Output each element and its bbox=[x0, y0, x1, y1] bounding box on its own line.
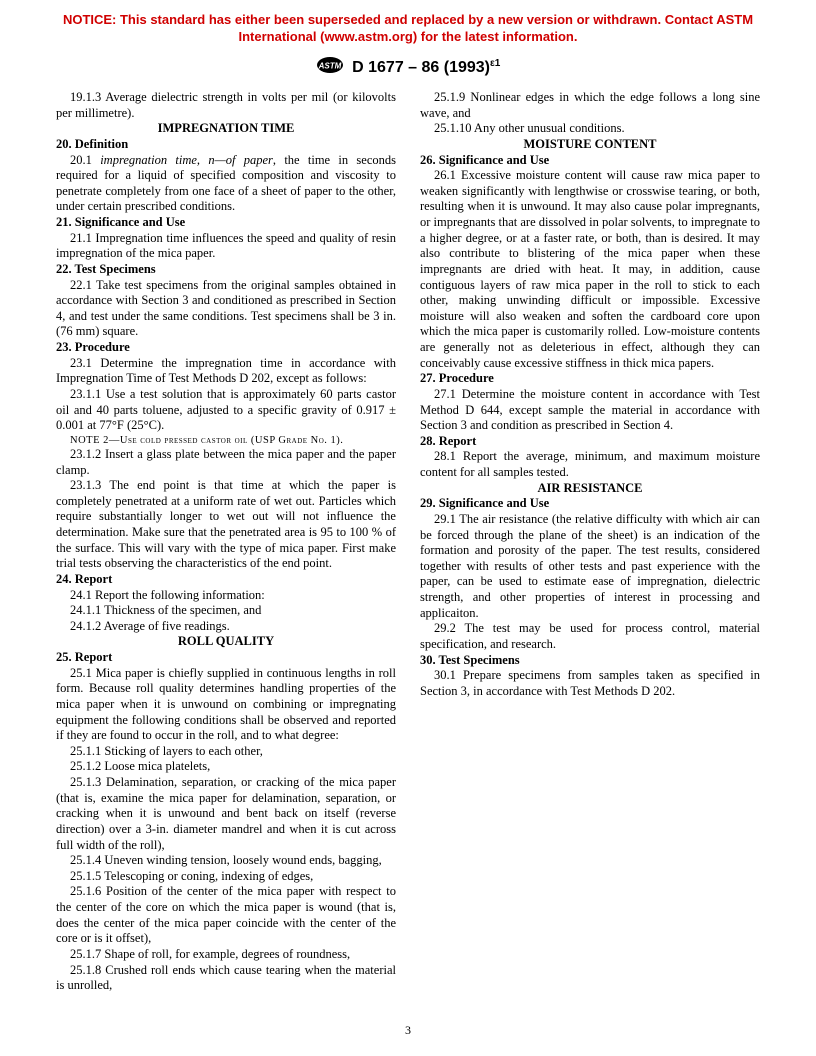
heading-25: 25. Report bbox=[56, 650, 396, 666]
para-30-1: 30.1 Prepare specimens from samples take… bbox=[420, 668, 760, 699]
para-25-1-3: 25.1.3 Delamination, separation, or crac… bbox=[56, 775, 396, 853]
para-25-1-8: 25.1.8 Crushed roll ends which cause tea… bbox=[56, 963, 396, 994]
notice-line2: International (www.astm.org) for the lat… bbox=[239, 29, 578, 44]
notice-banner: NOTICE: This standard has either been su… bbox=[0, 12, 816, 46]
astm-logo-icon: ASTM bbox=[316, 56, 344, 80]
heading-26: 26. Significance and Use bbox=[420, 153, 760, 169]
standard-header: ASTM D 1677 – 86 (1993)ε1 bbox=[0, 56, 816, 80]
heading-21: 21. Significance and Use bbox=[56, 215, 396, 231]
para-22-1: 22.1 Take test specimens from the origin… bbox=[56, 278, 396, 341]
term-impregnation-time: impregnation time, n—of paper bbox=[100, 153, 273, 167]
svg-text:ASTM: ASTM bbox=[317, 62, 341, 71]
para-20-1: 20.1 impregnation time, n—of paper, the … bbox=[56, 153, 396, 216]
para-19-1-3: 19.1.3 Average dielectric strength in vo… bbox=[56, 90, 396, 121]
para-27-1: 27.1 Determine the moisture content in a… bbox=[420, 387, 760, 434]
heading-28: 28. Report bbox=[420, 434, 760, 450]
para-24-1-2: 24.1.2 Average of five readings. bbox=[56, 619, 396, 635]
note-2: NOTE 2—Use cold pressed castor oil (USP … bbox=[56, 434, 396, 447]
para-25-1-1: 25.1.1 Sticking of layers to each other, bbox=[56, 744, 396, 760]
heading-29: 29. Significance and Use bbox=[420, 496, 760, 512]
para-24-1: 24.1 Report the following information: bbox=[56, 588, 396, 604]
para-28-1: 28.1 Report the average, minimum, and ma… bbox=[420, 449, 760, 480]
para-23-1-1: 23.1.1 Use a test solution that is appro… bbox=[56, 387, 396, 434]
heading-moisture-content: MOISTURE CONTENT bbox=[420, 137, 760, 153]
para-24-1-1: 24.1.1 Thickness of the specimen, and bbox=[56, 603, 396, 619]
para-25-1-7: 25.1.7 Shape of roll, for example, degre… bbox=[56, 947, 396, 963]
heading-impregnation-time: IMPREGNATION TIME bbox=[56, 121, 396, 137]
para-25-1-9: 25.1.9 Nonlinear edges in which the edge… bbox=[420, 90, 760, 121]
standard-sup: ε1 bbox=[490, 58, 500, 69]
para-25-1-4: 25.1.4 Uneven winding tension, loosely w… bbox=[56, 853, 396, 869]
heading-30: 30. Test Specimens bbox=[420, 653, 760, 669]
heading-air-resistance: AIR RESISTANCE bbox=[420, 481, 760, 497]
para-20-1-lead: 20.1 bbox=[70, 153, 100, 167]
heading-24: 24. Report bbox=[56, 572, 396, 588]
heading-20: 20. Definition bbox=[56, 137, 396, 153]
body-columns: 19.1.3 Average dielectric strength in vo… bbox=[56, 90, 760, 1016]
para-23-1-3: 23.1.3 The end point is that time at whi… bbox=[56, 478, 396, 572]
para-23-1-2: 23.1.2 Insert a glass plate between the … bbox=[56, 447, 396, 478]
standard-designation: D 1677 – 86 (1993) bbox=[352, 59, 490, 76]
heading-22: 22. Test Specimens bbox=[56, 262, 396, 278]
notice-line1: NOTICE: This standard has either been su… bbox=[63, 12, 753, 27]
page-number: 3 bbox=[0, 1023, 816, 1038]
para-25-1-10: 25.1.10 Any other unusual conditions. bbox=[420, 121, 760, 137]
para-25-1-5: 25.1.5 Telescoping or coning, indexing o… bbox=[56, 869, 396, 885]
heading-27: 27. Procedure bbox=[420, 371, 760, 387]
para-25-1-6: 25.1.6 Position of the center of the mic… bbox=[56, 884, 396, 947]
note-2-text: NOTE 2—Use cold pressed castor oil (USP … bbox=[70, 435, 343, 446]
para-25-1-2: 25.1.2 Loose mica platelets, bbox=[56, 759, 396, 775]
heading-23: 23. Procedure bbox=[56, 340, 396, 356]
para-26-1: 26.1 Excessive moisture content will cau… bbox=[420, 168, 760, 371]
para-25-1: 25.1 Mica paper is chiefly supplied in c… bbox=[56, 666, 396, 744]
heading-roll-quality: ROLL QUALITY bbox=[56, 634, 396, 650]
para-29-2: 29.2 The test may be used for process co… bbox=[420, 621, 760, 652]
para-21-1: 21.1 Impregnation time influences the sp… bbox=[56, 231, 396, 262]
para-29-1: 29.1 The air resistance (the relative di… bbox=[420, 512, 760, 621]
para-23-1: 23.1 Determine the impregnation time in … bbox=[56, 356, 396, 387]
